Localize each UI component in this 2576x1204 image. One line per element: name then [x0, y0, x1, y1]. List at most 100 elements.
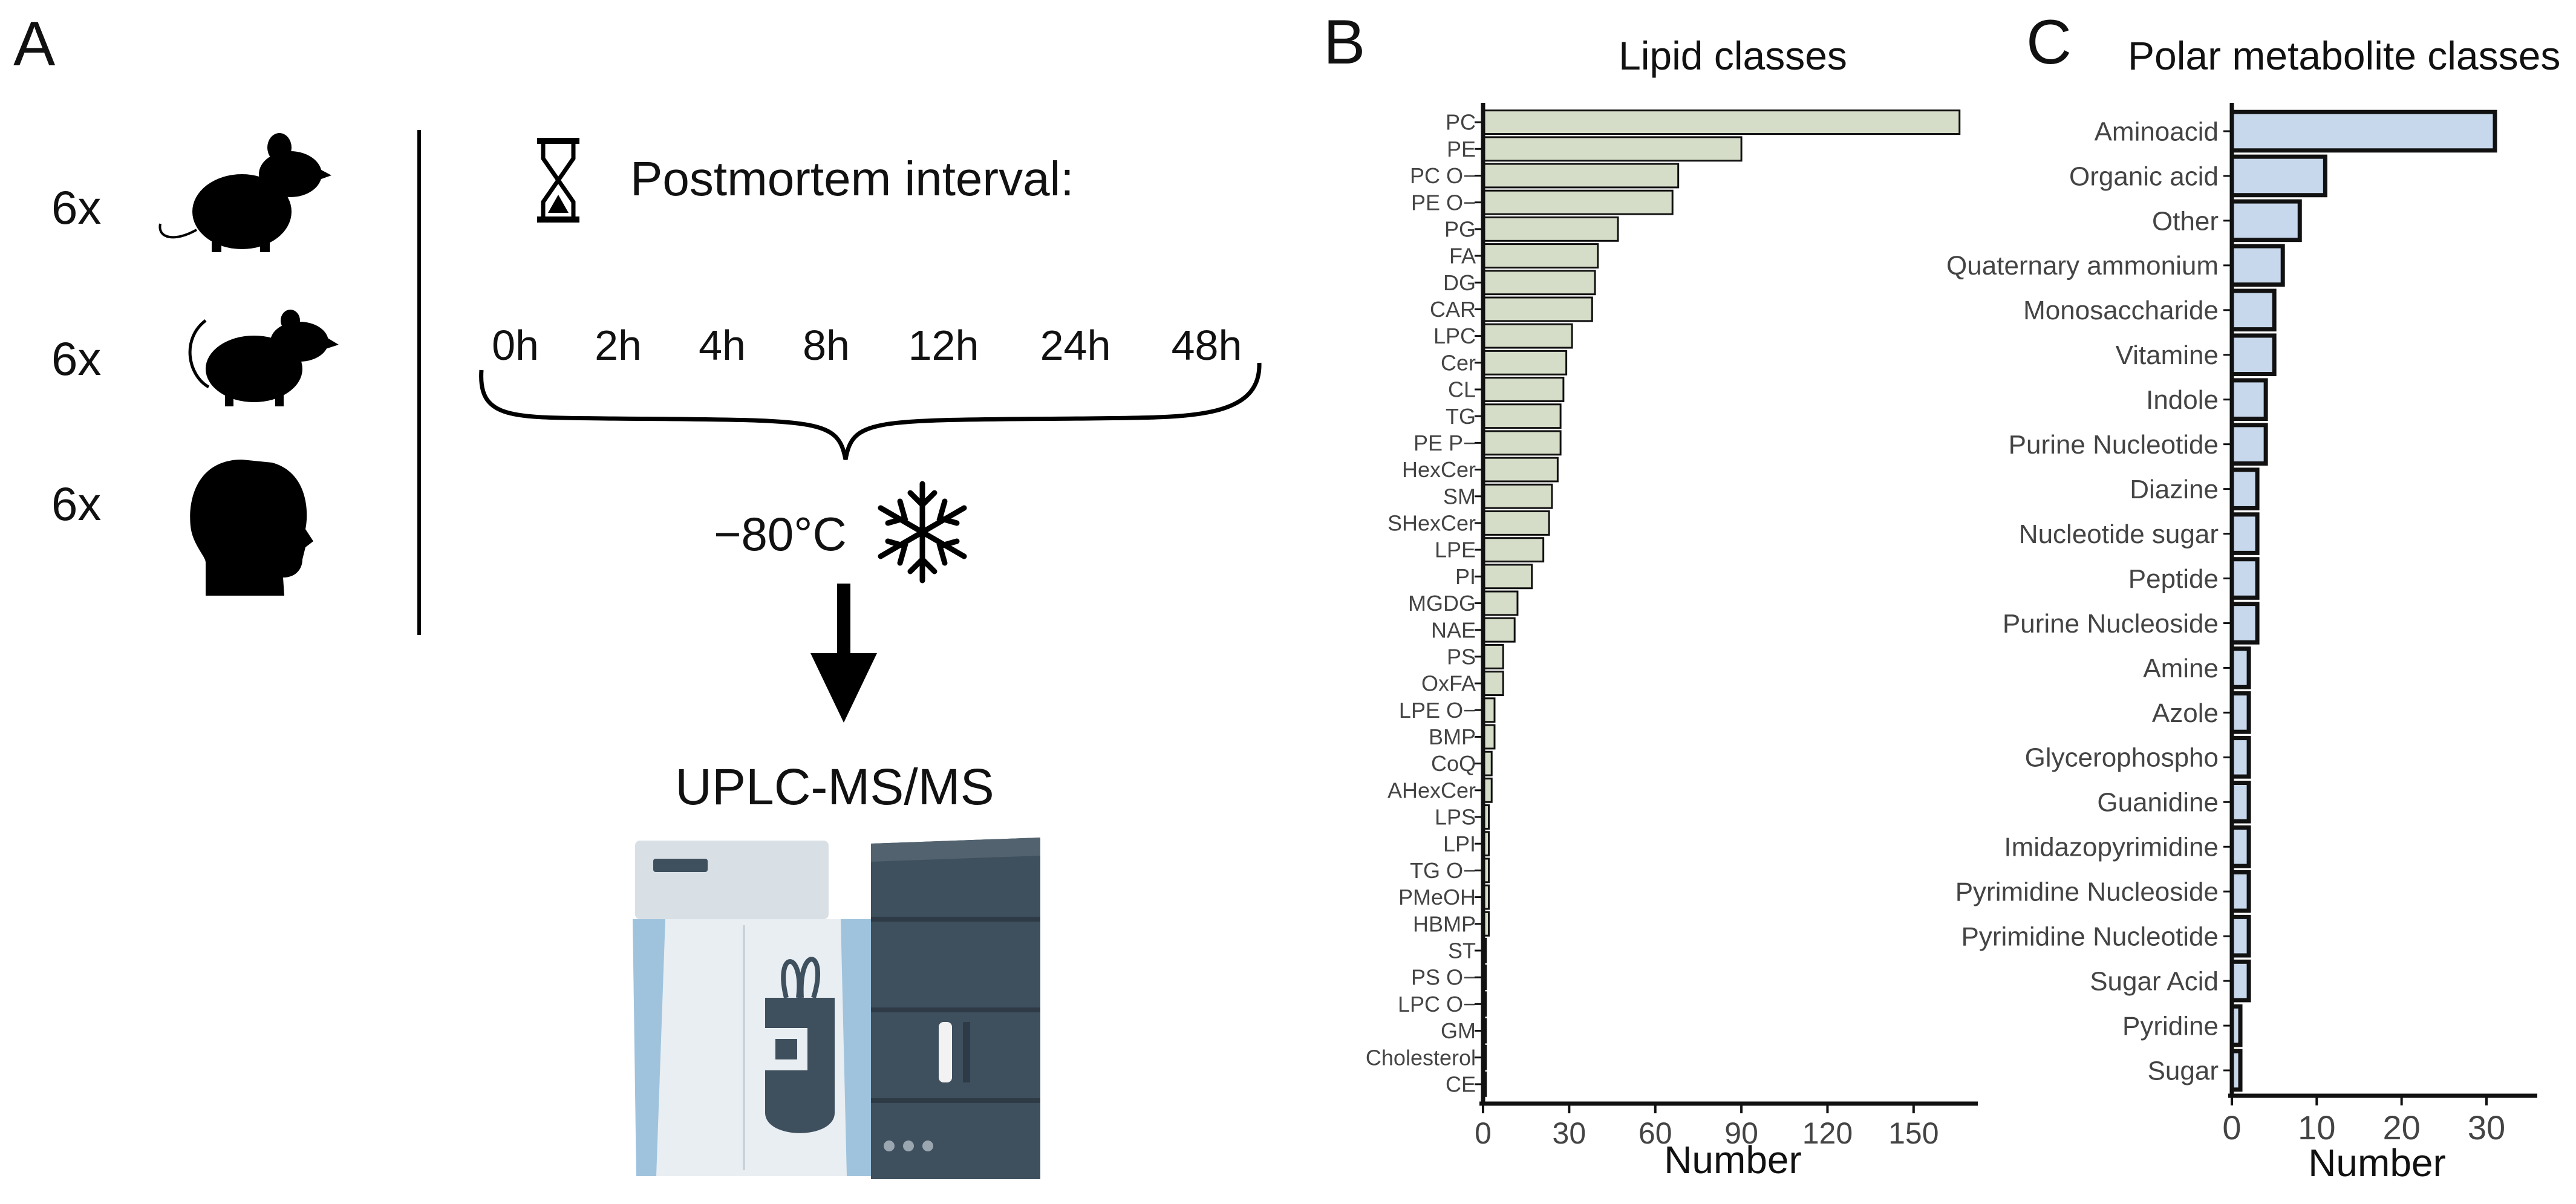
polar-bar — [2229, 557, 2260, 600]
lipid-x-axis-label: Number — [1664, 1138, 1802, 1182]
polar-bar — [2229, 467, 2260, 510]
lipid-category-label: PE O− — [1411, 190, 1476, 215]
lipid-bar — [1482, 109, 1961, 135]
polar-bar — [2229, 646, 2251, 689]
timepoint-4h: 4h — [699, 322, 746, 369]
polar-category-label: Pyrimidine Nucleoside — [1955, 877, 2219, 907]
lipid-category-label: LPI — [1443, 831, 1476, 856]
method-label: UPLC-MS/MS — [675, 758, 994, 815]
panel-a: A 6x 6x 6x — [13, 9, 1262, 1179]
timepoint-12h: 12h — [908, 322, 979, 369]
polar-bar — [2229, 199, 2302, 242]
panel-c: C Polar metabolite classes Aminoacid Orga… — [1946, 7, 2560, 1185]
lipid-x-tick-label: 150 — [1888, 1116, 1939, 1150]
lipid-bar — [1482, 643, 1504, 669]
lipid-category-label: HexCer — [1402, 457, 1476, 482]
lipid-category-label: CL — [1448, 377, 1476, 402]
rat-count: 6x — [51, 332, 101, 385]
panel-c-letter: C — [2026, 7, 2072, 77]
lipid-category-label: LPC — [1433, 324, 1476, 348]
hourglass-icon — [537, 138, 579, 223]
timepoint-24h: 24h — [1040, 322, 1111, 369]
lipid-category-label: SHexCer — [1387, 511, 1476, 536]
lipid-bar — [1482, 296, 1593, 322]
polar-category-label: Peptide — [2128, 564, 2219, 594]
panel-b-letter: B — [1323, 7, 1365, 77]
polar-x-tick-label: 20 — [2382, 1108, 2420, 1147]
polar-bar — [2229, 333, 2277, 377]
lipid-category-label: PS O− — [1411, 965, 1476, 990]
polar-category-label: Azole — [2152, 698, 2219, 728]
polar-bar — [2229, 109, 2497, 153]
lipid-category-label: DG — [1443, 270, 1476, 295]
lipid-bar — [1482, 590, 1519, 616]
lipid-bar — [1482, 457, 1559, 483]
lipid-category-label: TG O− — [1410, 858, 1476, 883]
lipid-bar — [1482, 323, 1573, 349]
polar-category-label: Indole — [2146, 385, 2219, 415]
polar-bar — [2229, 288, 2277, 332]
polar-bar — [2229, 825, 2251, 868]
lipid-category-label: MGDG — [1408, 591, 1476, 616]
polar-bar — [2229, 602, 2260, 645]
lipid-category-label: PS — [1447, 644, 1476, 669]
lipid-category-label: CoQ — [1431, 751, 1476, 776]
process-arrow — [810, 584, 877, 723]
polar-category-label: Purine Nucleoside — [2003, 609, 2219, 639]
lipid-category-label: PI — [1455, 564, 1476, 589]
mouse-count: 6x — [51, 181, 101, 234]
polar-category-label: Guanidine — [2097, 788, 2219, 818]
polar-category-label: Diazine — [2130, 475, 2219, 504]
lipid-category-label: AHexCer — [1387, 778, 1476, 802]
lipid-bar — [1482, 377, 1565, 402]
polar-category-label: Pyrimidine Nucleotide — [1961, 922, 2219, 952]
lipid-category-label: TG — [1446, 404, 1476, 429]
polar-category-label: Purine Nucleotide — [2009, 430, 2219, 460]
lipid-category-label: ST — [1448, 939, 1476, 963]
storage-label: −80°C — [714, 507, 847, 561]
lipid-x-tick-label: 0 — [1475, 1116, 1492, 1150]
lipid-bar — [1482, 510, 1550, 536]
lipid-bar — [1482, 189, 1674, 215]
lipid-category-label: PC O− — [1410, 163, 1476, 188]
lipid-category-label: LPE — [1435, 538, 1476, 562]
lipid-category-label: FA — [1449, 244, 1476, 268]
lipid-category-label: LPE O− — [1399, 698, 1476, 723]
lipid-category-label: CE — [1446, 1072, 1476, 1097]
polar-category-label: Amine — [2143, 654, 2219, 683]
snowflake-icon — [878, 481, 967, 584]
lipid-category-label: GM — [1441, 1018, 1476, 1043]
lipid-bar — [1482, 537, 1545, 563]
lipid-category-label: NAE — [1431, 617, 1476, 642]
polar-bar — [2229, 378, 2268, 421]
rat-icon — [188, 310, 339, 406]
lipid-chart-title: Lipid classes — [1619, 33, 1847, 78]
polar-chart: Aminoacid Organic acid Other Quaternary amm… — [1946, 103, 2537, 1147]
lipid-x-tick-label: 90 — [1724, 1116, 1758, 1150]
timepoint-0h: 0h — [492, 322, 539, 369]
lipid-bar — [1482, 483, 1553, 509]
lipid-category-label: OxFA — [1421, 671, 1476, 696]
lipid-category-label: LPC O− — [1398, 992, 1476, 1017]
panel-a-letter: A — [13, 9, 56, 79]
polar-category-label: Vitamine — [2116, 340, 2219, 370]
lipid-bar — [1482, 430, 1562, 456]
polar-bar — [2229, 780, 2251, 824]
polar-category-label: Glycerophospho — [2025, 743, 2219, 773]
polar-category-label: Organic acid — [2069, 161, 2219, 191]
polar-bar — [2229, 691, 2251, 734]
polar-category-label: Quaternary ammonium — [1946, 251, 2219, 281]
lipid-category-label: Cholesterol — [1366, 1045, 1476, 1070]
polar-x-tick-label: 10 — [2298, 1108, 2335, 1147]
polar-x-axis-label: Number — [2308, 1141, 2446, 1185]
lipid-category-label: PG — [1444, 216, 1476, 241]
lipid-category-label: BMP — [1429, 724, 1476, 749]
lipid-bar — [1482, 270, 1596, 296]
polar-category-label: Sugar — [2148, 1056, 2219, 1085]
lipid-category-label: Cer — [1441, 350, 1476, 375]
lipid-bar — [1482, 617, 1516, 643]
polar-bar — [2229, 512, 2260, 555]
lipid-x-tick-label: 120 — [1802, 1116, 1853, 1150]
